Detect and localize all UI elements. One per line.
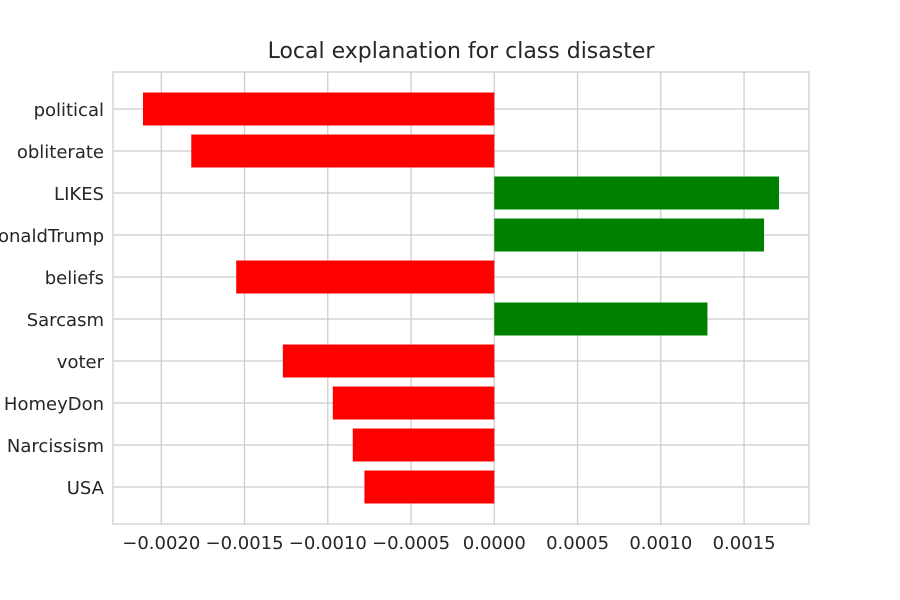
bar--realdonaldtrump [494,218,765,252]
y-tick-label: obliterate [17,142,104,163]
x-tick-label: 0.0015 [713,533,776,554]
y-tick-label: Sarcasm [27,310,104,331]
y-tick-label: @realDonaldTrump [0,226,104,247]
bar-voter [282,344,495,378]
x-tick-labels: −0.0020 −0.0015 −0.0010 −0.0005 0.0000 0.0005… [122,533,775,554]
bar-sarcasm [494,302,708,336]
plot-frame [112,71,810,525]
x-tick-label: −0.0015 [206,533,284,554]
x-tick-label: 0.0000 [463,533,526,554]
x-tick-label: −0.0005 [372,533,450,554]
y-tick-label: LIKES [54,184,104,205]
bars [142,92,780,504]
y-tick-labels: political obliterate LIKES @realDonaldTrump… [0,100,105,499]
bar-narcissism [352,428,495,462]
x-tick-label: −0.0020 [122,533,200,554]
y-tick-label: HomeyDon [4,394,104,415]
y-tick-label: Narcissism [7,436,104,457]
bar-beliefs [236,260,495,294]
bar-homeydon [332,386,495,420]
bar-usa [364,470,495,504]
x-tick-label: −0.0010 [289,533,367,554]
bar-obliterate [191,134,495,168]
x-tick-label: 0.0005 [546,533,609,554]
y-tick-label: voter [57,352,105,373]
x-tick-label: 0.0010 [629,533,692,554]
y-tick-label: beliefs [45,268,104,289]
bar-political [142,92,495,126]
chart-title: Local explanation for class disaster [268,39,656,64]
bar-likes [494,176,780,210]
y-tick-label: USA [67,478,105,499]
y-tick-label: political [34,100,104,121]
